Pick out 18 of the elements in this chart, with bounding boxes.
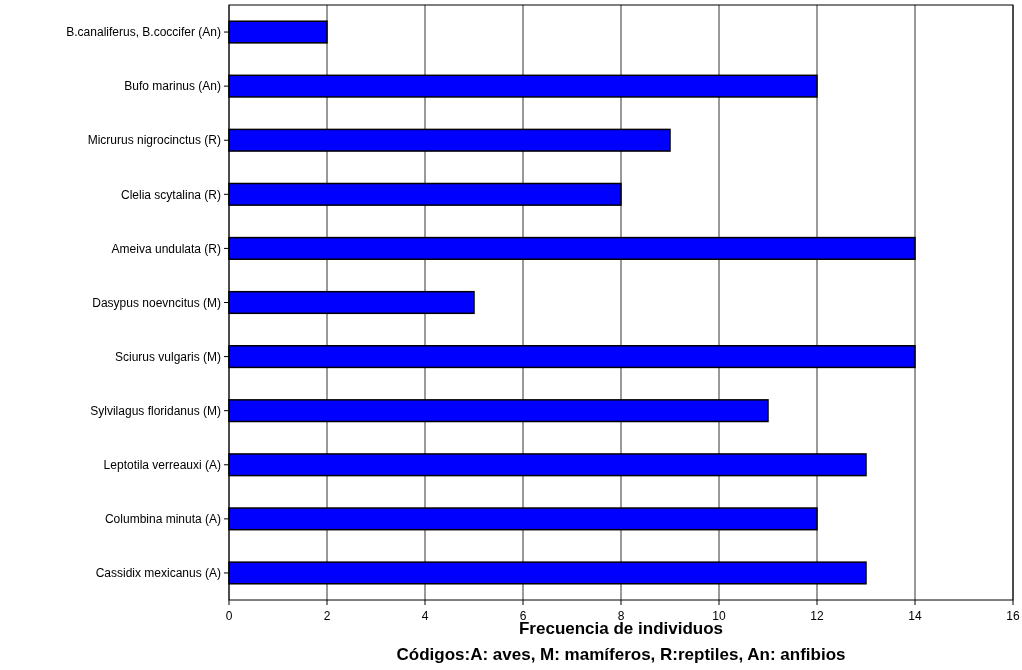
x-tick-label: 4 [421,609,429,623]
y-tick-label: Ameiva undulata (R) [111,241,221,256]
y-tick-label: Clelia scytalina (R) [120,187,221,202]
y-tick-label: Bufo marinus (An) [124,79,221,94]
y-tick-label: Sciurus vulgaris (M) [114,349,221,364]
x-tick-label: 16 [1006,609,1020,623]
y-tick-label: B.canaliferus, B.coccifer (An) [66,25,221,40]
y-tick-label: Dasypus noevncitus (M) [92,295,221,310]
y-tick-label: Columbina minuta (A) [104,512,221,527]
x-tick-label: 2 [323,609,331,623]
y-tick-label: Leptotila verreauxi (A) [103,457,221,472]
y-tick-label: Sylvilagus floridanus (M) [90,403,221,418]
x-tick-label: 12 [810,609,824,623]
x-tick-label: 0 [225,609,233,623]
text: Códigos:A: aves, M: mamíferos, R:reptiles, An: anfibios [396,645,846,664]
y-tick-label: Cassidix mexicanus (A) [95,566,221,581]
x-tick-label: 14 [908,609,922,623]
y-tick-label: Micrurus nigrocinctus (R) [87,133,221,148]
